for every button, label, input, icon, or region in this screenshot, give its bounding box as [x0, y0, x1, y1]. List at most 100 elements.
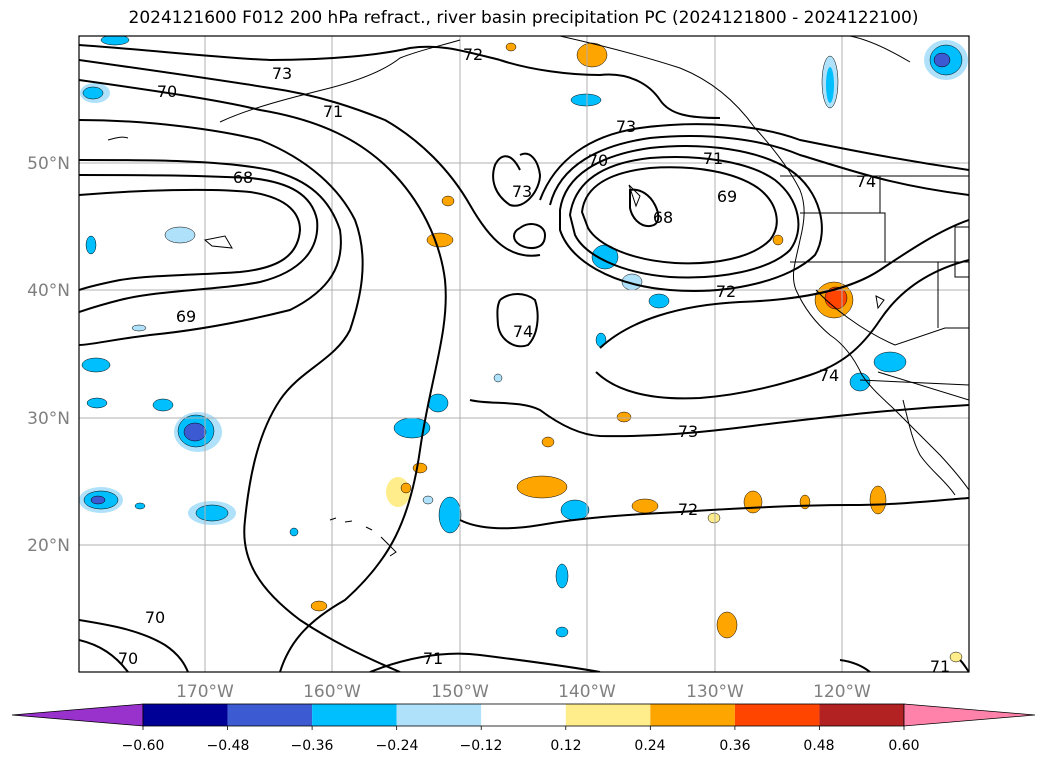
- precip-patch: [412, 462, 428, 474]
- contour-label: 71: [703, 149, 723, 168]
- precip-patch: [616, 411, 632, 423]
- contour-lines: [79, 44, 969, 672]
- precip-patch: [310, 600, 328, 612]
- precip-patch: [505, 42, 517, 52]
- contour-label: 72: [678, 500, 698, 519]
- precip-patch: [570, 93, 602, 107]
- precip-patch: [560, 499, 590, 521]
- colorbar-bin: [481, 704, 566, 726]
- contour-label: 71: [423, 649, 443, 668]
- precip-patch: [427, 393, 449, 413]
- colorbar-bin: [227, 704, 313, 726]
- colorbar-tick-label: 0.48: [803, 738, 834, 754]
- latitude-ticks: 50°N 40°N 30°N 20°N: [27, 154, 70, 556]
- map-frame: [78, 35, 970, 673]
- colorbar-bin: [312, 704, 397, 726]
- precip-patch: [441, 195, 455, 207]
- colorbar-bin: [650, 704, 735, 726]
- colorbar-tick-label: 0.12: [550, 738, 581, 754]
- precip-patch: [422, 495, 434, 505]
- contour-label: 71: [930, 657, 950, 676]
- precip-patch: [81, 357, 111, 373]
- contour-label: 71: [323, 102, 343, 121]
- precip-patch: [541, 436, 555, 448]
- colorbar-bins: [142, 703, 905, 727]
- precip-patch: [716, 611, 738, 639]
- lat-tick-label: 20°N: [27, 536, 70, 556]
- contour-label: 73: [678, 422, 698, 441]
- colorbar-bin: [396, 704, 482, 726]
- precip-patch: [86, 397, 108, 409]
- lat-tick-label: 30°N: [27, 409, 70, 429]
- precip-patch: [131, 324, 147, 332]
- lon-tick-label: 140°W: [558, 682, 616, 702]
- precip-patch: [826, 67, 834, 103]
- colorbar-tick-label: 0.24: [634, 738, 665, 754]
- precip-patch: [516, 475, 568, 499]
- contour-label: 68: [653, 208, 673, 227]
- contour-label: 70: [118, 649, 138, 668]
- contour-label: 73: [616, 117, 636, 136]
- lon-tick-label: 160°W: [303, 682, 361, 702]
- contour-labels: 73 72 70 71 68 73 70 71 69 68 73 74 72 7…: [118, 45, 950, 676]
- contour-label: 72: [463, 45, 483, 64]
- colorbar-high-extend: [903, 703, 1036, 727]
- precip-patch: [289, 527, 299, 537]
- precip-patch: [799, 494, 811, 510]
- lon-tick-label: 170°W: [176, 682, 234, 702]
- contour-label: 69: [176, 307, 196, 326]
- precip-patch: [400, 482, 412, 494]
- precip-patch: [152, 398, 174, 412]
- precip-patch: [631, 498, 659, 514]
- contour-label: 68: [233, 168, 253, 187]
- colorbar-tick-label: −0.48: [207, 738, 250, 754]
- colorbar-bin: [819, 704, 904, 726]
- contour-label: 70: [145, 608, 165, 627]
- lat-tick-label: 40°N: [27, 281, 70, 301]
- longitude-ticks: 170°W 160°W 150°W 140°W 130°W 120°W: [176, 682, 871, 702]
- map-plot-area: [79, 36, 969, 672]
- precip-patch: [82, 86, 104, 100]
- colorbar-tick-label: −0.12: [460, 738, 503, 754]
- coastlines: [107, 36, 969, 557]
- colorbar-tick-label: −0.24: [376, 738, 419, 754]
- precip-patch: [164, 226, 196, 244]
- precip-patch: [648, 293, 670, 309]
- gridlines: [79, 36, 969, 672]
- colorbar-ticks: [142, 726, 905, 730]
- precip-patch: [555, 563, 569, 589]
- map-title: 2024121600 F012 200 hPa refract., river …: [128, 8, 919, 28]
- precip-patch: [576, 42, 608, 68]
- colorbar-bin: [734, 704, 820, 726]
- precip-patch: [134, 502, 146, 510]
- precip-patch: [426, 232, 454, 248]
- contour-label: 74: [856, 172, 876, 191]
- contour-label: 70: [588, 151, 608, 170]
- lon-tick-label: 120°W: [813, 682, 871, 702]
- precip-patch: [438, 496, 462, 534]
- lon-tick-label: 130°W: [686, 682, 744, 702]
- contour-label: 70: [157, 82, 177, 101]
- precip-patch: [869, 485, 887, 515]
- contour-label: 72: [716, 282, 736, 301]
- colorbar-tick-label: −0.60: [122, 738, 165, 754]
- colorbar-tick-labels: −0.60 −0.48 −0.36 −0.24 −0.12 0.12 0.24 …: [122, 738, 920, 754]
- precip-patch: [555, 626, 569, 638]
- precip-patch: [100, 36, 130, 46]
- lon-tick-label: 150°W: [431, 682, 489, 702]
- colorbar-tick-label: −0.36: [291, 738, 334, 754]
- precip-patch: [949, 651, 963, 663]
- colorbar-tick-label: 0.36: [719, 738, 750, 754]
- contour-label: 74: [513, 322, 533, 341]
- colorbar-tick-label: 0.60: [888, 738, 919, 754]
- precip-patch: [933, 52, 951, 68]
- precip-patch: [183, 422, 207, 442]
- colorbar-bin: [565, 704, 651, 726]
- precip-patch: [772, 234, 784, 246]
- contour-label: 73: [512, 182, 532, 201]
- contour-label: 74: [819, 366, 839, 385]
- precip-patch: [90, 495, 106, 505]
- precip-patch: [873, 351, 907, 373]
- precipitation-patches: [79, 36, 968, 663]
